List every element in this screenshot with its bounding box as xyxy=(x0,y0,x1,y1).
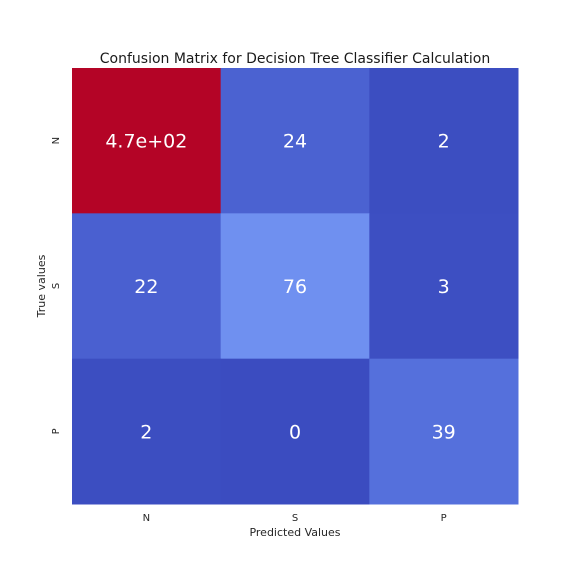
x-tick-label: S xyxy=(292,513,298,524)
heatmap-cell-n-p xyxy=(369,68,519,214)
cell-value-label: 22 xyxy=(134,276,158,298)
heatmap-cell-s-p xyxy=(369,213,519,360)
heatmap-cell-p-s xyxy=(220,358,370,505)
cell-value-label: 2 xyxy=(438,131,450,153)
heatmap-cells: 4.7e+02 24 222 76 32 0 39 xyxy=(72,68,519,505)
heatmap-cell-s-s xyxy=(220,213,370,360)
cell-value-label: 3 xyxy=(438,276,450,298)
y-tick-label: N xyxy=(51,137,62,144)
x-tick-label: N xyxy=(143,513,150,524)
heatmap-cell-s-n xyxy=(72,213,222,360)
cell-value-label: 2 xyxy=(140,421,152,443)
cell-value-label: 39 xyxy=(432,421,456,443)
cell-value-label: 0 xyxy=(289,421,301,443)
heatmap-cell-n-s xyxy=(220,68,370,214)
cell-value-label: 4.7e+02 xyxy=(105,131,187,153)
heatmap-cell-p-n xyxy=(72,358,222,505)
y-tick-labels: N S P xyxy=(51,137,62,434)
x-axis-label: Predicted Values xyxy=(249,526,340,539)
y-tick-label: S xyxy=(51,283,62,289)
cell-value-label: 76 xyxy=(283,276,307,298)
heatmap-cell-n-n xyxy=(72,68,222,214)
x-tick-label: P xyxy=(441,513,447,524)
y-tick-label: P xyxy=(51,428,62,434)
cell-value-label: 24 xyxy=(283,131,307,153)
heatmap-cell-p-p xyxy=(369,358,519,505)
y-axis-label: True values xyxy=(35,254,48,318)
chart-title: Confusion Matrix for Decision Tree Class… xyxy=(100,51,490,67)
